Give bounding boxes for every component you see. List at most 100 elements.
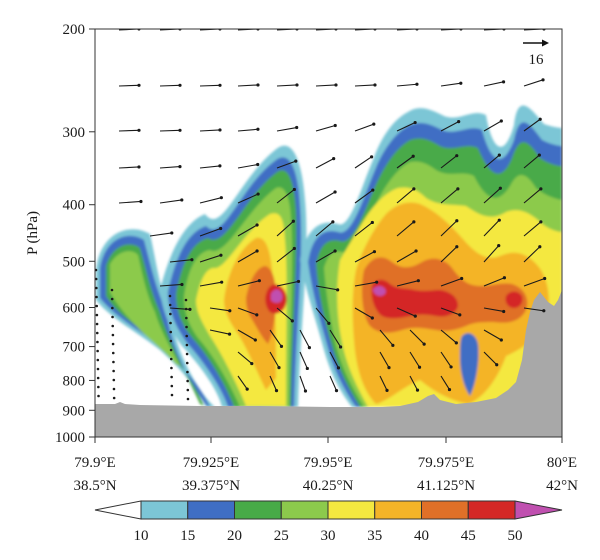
wind-vector [523,221,542,237]
shaded-region [371,279,458,319]
x-tick-label-lat: 41.125°N [417,478,475,494]
wind-vector-head [137,128,141,132]
wind-vector-head [295,83,299,87]
wind-vector-head [334,389,339,393]
wind-vector-head [139,199,143,204]
wind-vector-dot [111,324,115,328]
reference-vector-label: 16 [529,52,545,68]
wind-vector-head [502,309,506,314]
y-tick-label: 700 [63,340,86,356]
wind-vector-head [333,190,337,194]
wind-vector [483,277,505,287]
wind-vector [483,219,500,237]
y-axis-label: P (hPa) [25,211,41,255]
wind-vector-head [220,280,224,284]
wind-vector [483,187,501,204]
wind-vector [379,351,390,368]
wind-vector-dot [95,286,98,290]
colorbar-tick-label: 25 [274,528,289,544]
wind-vector-dot [169,357,173,361]
wind-vector [354,281,377,287]
wind-vector-dot [111,342,115,346]
wind-vector-head [331,220,335,224]
wind-vector [237,329,256,341]
wind-vector [276,280,299,287]
wind-vector [329,375,338,391]
wind-vector-head [178,83,182,87]
wind-vector-dot [111,351,115,355]
wind-vector-head [336,288,340,292]
wind-vector [523,79,544,87]
wind-vector [523,277,545,287]
wind-vector-head [290,319,294,323]
wind-vector-dot [170,366,173,370]
wind-vector-head [255,223,259,227]
wind-vector [379,329,394,346]
wind-vector-head [370,316,374,320]
wind-vector-head [228,309,232,313]
wind-vector-head [292,246,296,251]
wind-vector-head [292,187,296,192]
wind-vector-head [456,187,460,191]
wind-vector [354,123,374,132]
y-tick-label: 200 [63,22,86,38]
wind-vector [483,81,504,87]
wind-vector-head [543,276,547,281]
wind-vector [396,188,415,204]
wind-vector [440,188,459,204]
wind-vector-head [369,155,374,159]
wind-vector-head [295,125,299,130]
wind-vector [199,165,220,169]
wind-vector [315,158,334,169]
wind-vector-dot [96,376,100,380]
colorbar-tick-label: 50 [508,528,523,544]
wind-vector-head [539,220,543,224]
wind-vector-head [336,366,341,370]
wind-vector-head [253,338,257,342]
wind-vector-dot [96,367,100,371]
wind-vector-dot [112,360,115,364]
wind-vector [237,307,257,316]
wind-vector-dot [110,297,114,301]
wind-vector [523,188,542,204]
wind-vector [409,329,425,345]
wind-vector [354,156,372,169]
wind-vector [483,329,502,341]
wind-vector-dot [185,316,188,320]
wind-vector [440,351,452,368]
wind-vector-dot [112,396,116,400]
wind-vector-dot [169,312,172,316]
wind-vector-dot [169,339,173,343]
wind-vector [396,83,417,87]
wind-vector-head [412,220,416,224]
wind-vector-dot [168,294,172,298]
colorbar-tick-label: 30 [321,528,336,544]
wind-vector [440,155,458,169]
wind-vector [379,375,388,391]
wind-vector [354,222,373,237]
wind-vector-head [255,313,259,317]
terrain [95,290,562,437]
wind-vector [159,166,180,169]
wind-vector [276,220,294,237]
wind-vector-head [188,307,192,311]
wind-vector-head [539,187,543,191]
wind-vector-head [274,389,279,393]
wind-vector [440,375,450,390]
wind-vector-head [391,343,395,347]
wind-vector-head [190,258,194,262]
wind-vector-head [178,128,182,132]
wind-vector-head [303,389,308,393]
wind-vector-head [538,245,542,249]
wind-vector-head [459,81,463,85]
wind-vector-head [375,280,379,284]
wind-vector-head [338,345,343,349]
wind-vector [315,285,338,291]
wind-vector [483,154,500,169]
y-tick-label: 600 [63,301,86,317]
wind-vector-dot [95,322,99,326]
wind-vector-head [415,388,420,392]
wind-vector-head [256,162,260,167]
wind-vector [276,248,295,263]
wind-vector-dot [95,331,99,335]
